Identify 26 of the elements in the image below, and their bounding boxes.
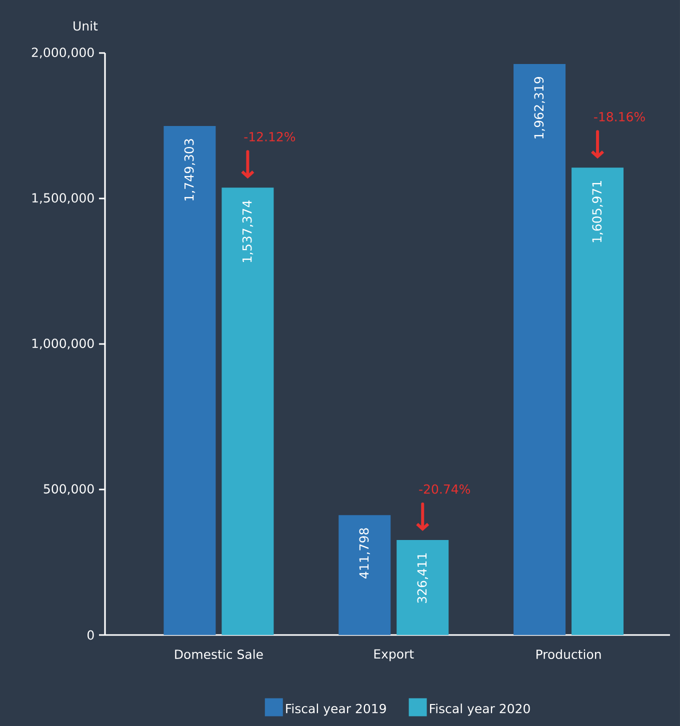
data-label: 1,605,971 (592, 181, 603, 242)
data-label: 326,411 (417, 553, 428, 603)
y-tick-label: 1,000,000 (32, 338, 94, 350)
bar (572, 168, 624, 635)
legend-label: Fiscal year 2020 (430, 704, 530, 716)
y-axis-title: Unit (74, 20, 98, 31)
x-tick-label: Domestic Sale (175, 649, 263, 660)
data-label: 1,962,319 (534, 77, 545, 138)
bar (396, 540, 449, 635)
legend-label: Fiscal year 2019 (286, 704, 386, 716)
bar (338, 515, 391, 635)
y-tick-label: 1,500,000 (32, 193, 94, 204)
bar (222, 188, 274, 635)
annotation: -20.74% (419, 484, 470, 494)
x-tick-label: Export (374, 649, 414, 662)
data-label: 1,749,303 (184, 139, 196, 200)
bar (514, 64, 566, 635)
y-tick-label: 0 (88, 630, 94, 640)
x-tick-label: Production (536, 649, 601, 660)
y-tick-label: 2,000,000 (32, 48, 94, 58)
data-label: 411,798 (359, 528, 370, 578)
y-tick-label: 500,000 (44, 484, 94, 495)
annotation: -18.16% (594, 112, 645, 122)
bar (164, 126, 216, 635)
data-label: 1,537,374 (242, 200, 254, 262)
annotation: -12.12% (244, 132, 296, 142)
